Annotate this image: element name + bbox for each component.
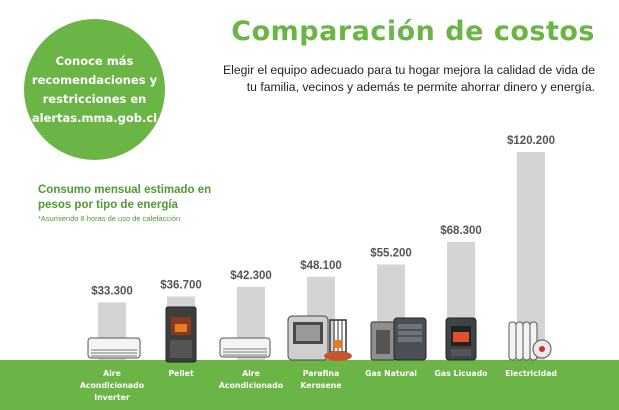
value-label: $55.200: [370, 247, 412, 259]
ground-band: [0, 360, 619, 410]
appliance-icons: [87, 306, 552, 363]
value-label: $68.300: [440, 225, 482, 237]
info-line: recomendaciones y: [31, 72, 158, 87]
ground: [0, 360, 619, 410]
value-label: $33.300: [91, 285, 133, 297]
kerosene-heater-icon: [287, 315, 352, 361]
value-label: $48.100: [300, 260, 342, 272]
chart-note: *Asumiendo 8 horas de uso de calefacción: [38, 214, 181, 223]
air-conditioner-icon: [87, 337, 141, 359]
info-circle-text: Conoce más recomendaciones y restriccion…: [32, 52, 158, 128]
category-label: Electricidad: [505, 369, 557, 378]
oil-radiator-icon: [508, 321, 552, 361]
chart-title: Consumo mensual estimado en pesos por ti…: [38, 184, 212, 211]
air-conditioner-icon: [219, 337, 271, 358]
page-title: Comparación de costos: [231, 16, 595, 47]
pellet-stove-icon: [165, 306, 197, 363]
info-line: restricciones en: [42, 91, 147, 106]
category-label: Aire: [242, 369, 260, 378]
value-label: $42.300: [230, 270, 272, 282]
category-label: Acondicionado: [219, 381, 284, 390]
category-label: Kerosene: [300, 381, 341, 390]
gas-cylinder-heater-icon: [445, 317, 477, 361]
info-link[interactable]: alertas.mma.gob.cl: [31, 110, 158, 125]
page-subtitle: Elegir el equipo adecuado para tu hogar …: [223, 63, 595, 94]
category-label: Aire: [103, 369, 121, 378]
category-label: Gas Licuado: [434, 369, 488, 378]
info-line: Conoce más: [55, 53, 134, 68]
category-label: Parafina: [303, 369, 339, 378]
info-circle: Conoce más recomendaciones y restriccion…: [24, 19, 165, 160]
value-label: $120.200: [507, 135, 555, 147]
category-label: Gas Natural: [365, 369, 417, 378]
category-label: Acondicionado: [80, 381, 145, 390]
value-label: $36.700: [160, 279, 202, 291]
category-label: Pellet: [168, 369, 194, 378]
gas-heater-icon: [370, 317, 427, 361]
category-label: Inverter: [94, 393, 130, 402]
